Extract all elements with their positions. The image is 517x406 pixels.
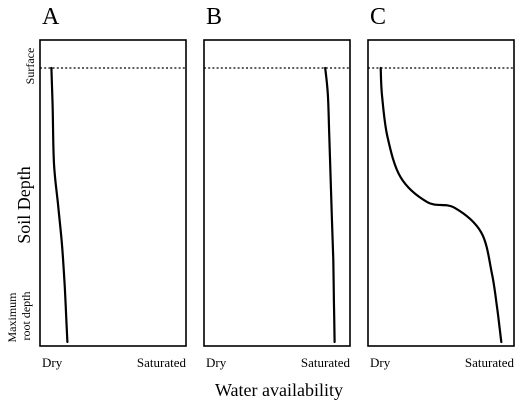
panel-frame (203, 39, 351, 347)
x-tick-saturated: Saturated (465, 355, 515, 370)
x-tick-dry: Dry (370, 355, 391, 370)
panel-letter: A (42, 4, 60, 30)
y-tick-max-root-depth-line2: root depth (19, 292, 33, 341)
x-tick-saturated: Saturated (301, 355, 351, 370)
panel-frame (39, 39, 187, 347)
panel-frame (367, 39, 515, 347)
x-tick-dry: Dry (206, 355, 227, 370)
panel-letter: C (370, 4, 386, 30)
water-profile-line (379, 66, 503, 344)
panel-b: B Dry Saturated (203, 4, 351, 370)
x-tick-saturated: Saturated (137, 355, 187, 370)
water-profile-line (50, 66, 69, 344)
x-tick-dry: Dry (42, 355, 63, 370)
y-axis-label: Soil Depth (14, 166, 34, 244)
panel-a: A Dry Saturated (39, 4, 187, 370)
y-tick-max-root-depth: Maximum root depth (5, 290, 33, 343)
y-tick-max-root-depth-line1: Maximum (5, 292, 19, 343)
water-profile-line (324, 66, 336, 344)
x-axis-label: Water availability (215, 380, 343, 400)
y-tick-surface: Surface (23, 48, 37, 85)
panel-letter: B (206, 4, 222, 30)
panels: A Dry Saturated B Dry Saturated C Dry Saturated (39, 4, 515, 370)
panel-c: C Dry Saturated (367, 4, 515, 370)
